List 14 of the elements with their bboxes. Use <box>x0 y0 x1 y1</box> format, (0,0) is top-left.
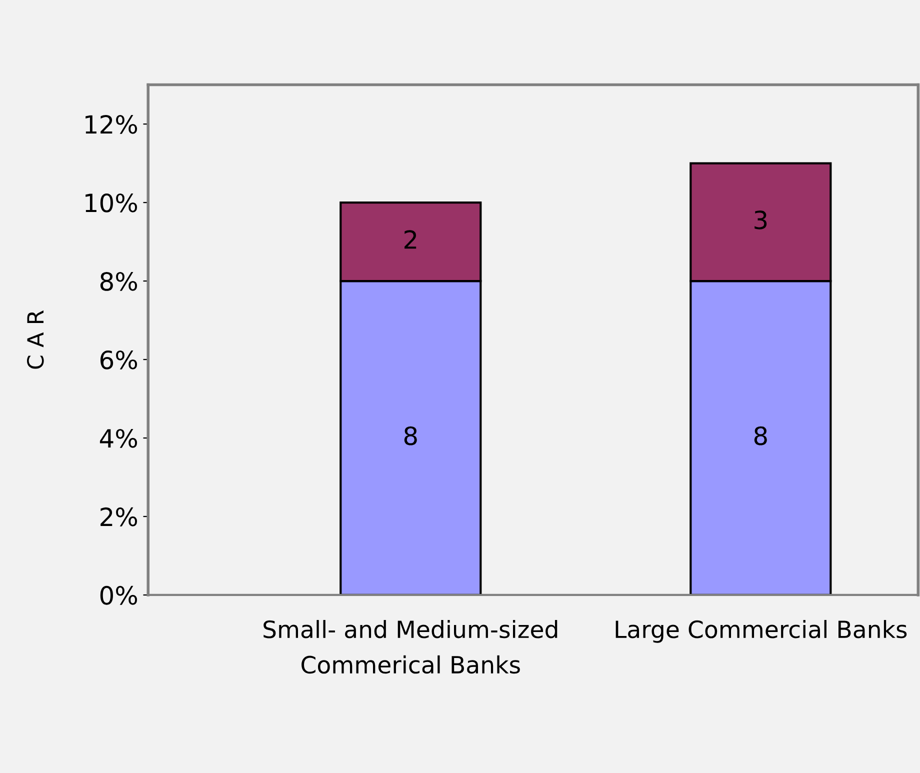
y-tick-label: 8% <box>100 272 138 291</box>
y-tick-label: 10% <box>86 193 138 212</box>
y-axis-title: C A R <box>26 310 44 369</box>
x-tick-label: Small- and Medium-sized Commerical Banks <box>264 620 558 674</box>
y-tick-label: 2% <box>100 507 138 526</box>
x-tick-label: Large Commercial Banks <box>616 620 907 643</box>
y-tick-label: 0% <box>100 586 138 605</box>
data-label: 8 <box>754 426 767 446</box>
data-label: 3 <box>754 210 767 230</box>
data-label: 8 <box>404 426 417 446</box>
data-label: 2 <box>404 230 416 249</box>
y-tick-label: 4% <box>100 428 138 448</box>
y-tick-label: 12% <box>86 114 138 134</box>
y-tick-label: 6% <box>100 350 138 370</box>
